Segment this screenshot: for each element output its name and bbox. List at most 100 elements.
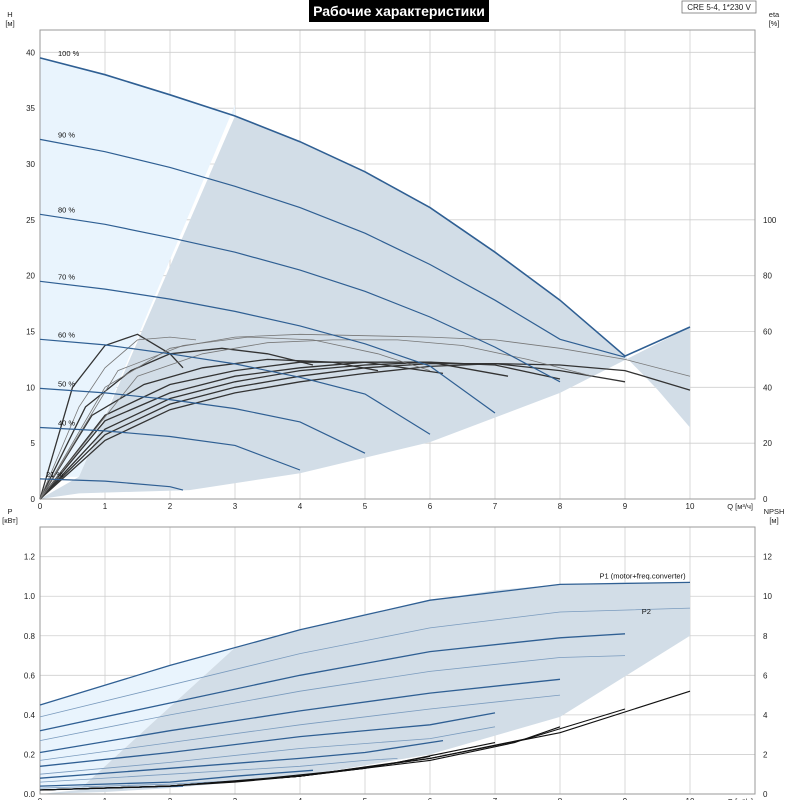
- y-tick-label: 15: [26, 328, 35, 337]
- x-axis-label: Q [м³/ч]: [727, 797, 753, 800]
- speed-percent-label: 70 %: [58, 272, 75, 281]
- x-tick-label: 10: [686, 502, 695, 511]
- x-tick-label: 5: [363, 797, 368, 800]
- efficiency-curve: [39, 336, 197, 500]
- speed-percent-label: 90 %: [58, 130, 75, 139]
- power-curve: [39, 779, 249, 789]
- head-curve: [39, 57, 691, 358]
- chart-title: Рабочие характеристики: [313, 3, 485, 19]
- power-curve: [39, 726, 496, 775]
- operating-range-light: [40, 647, 235, 790]
- power-curve: [39, 769, 314, 787]
- efficiency-curve: [39, 339, 593, 500]
- y-axis-symbol: P: [7, 507, 12, 516]
- operating-range-light: [40, 57, 235, 477]
- speed-percent-label: 50 %: [58, 379, 75, 388]
- head-curve: [39, 426, 301, 471]
- y2-tick-label: 6: [763, 671, 768, 680]
- y2-tick-label: 12: [763, 553, 772, 562]
- x-tick-label: 10: [686, 797, 695, 800]
- y-tick-label: 40: [26, 48, 35, 57]
- power-curve: [39, 694, 561, 761]
- y2-axis-symbol: eta: [769, 10, 780, 19]
- y2-tick-label: 0: [763, 495, 768, 504]
- x-tick-label: 4: [298, 502, 303, 511]
- x-tick-label: 7: [493, 502, 498, 511]
- speed-percent-label: 100 %: [58, 49, 80, 58]
- plot-frame: [39, 526, 756, 795]
- operating-range: [40, 116, 690, 499]
- head-curve: [39, 478, 184, 491]
- x-tick-label: 8: [558, 797, 563, 800]
- y-axis-symbol: H: [7, 10, 12, 19]
- x-tick-label: 5: [363, 502, 368, 511]
- speed-percent-label: 80 %: [58, 205, 75, 214]
- y-tick-label: 35: [26, 104, 35, 113]
- series-label: P2: [642, 607, 651, 616]
- efficiency-curve: [39, 333, 691, 500]
- y2-axis-symbol: NPSH: [764, 507, 785, 516]
- power-curve: [39, 607, 691, 718]
- x-tick-label: 8: [558, 502, 563, 511]
- power-curve: [39, 758, 398, 783]
- y-axis-unit: [м]: [5, 19, 14, 28]
- y2-tick-label: 100: [763, 216, 777, 225]
- power-curve: [39, 678, 561, 754]
- x-tick-label: 2: [168, 797, 173, 800]
- y2-tick-label: 2: [763, 750, 768, 759]
- x-tick-label: 2: [168, 502, 173, 511]
- y-tick-label: 0.2: [24, 750, 36, 759]
- power-curve: [39, 712, 496, 767]
- model-label-box: [681, 0, 757, 14]
- efficiency-curve: [39, 362, 691, 500]
- y-axis-unit: [кВт]: [2, 516, 18, 525]
- y2-tick-label: 10: [763, 592, 772, 601]
- power-curve: [39, 655, 626, 741]
- x-tick-label: 7: [493, 797, 498, 800]
- y2-axis-unit: [%]: [769, 19, 780, 28]
- y2-tick-label: 80: [763, 272, 772, 281]
- x-tick-label: 9: [623, 502, 628, 511]
- y-tick-label: 10: [26, 383, 35, 392]
- title-group: Рабочие характеристики: [309, 0, 489, 22]
- y2-tick-label: 40: [763, 383, 772, 392]
- efficiency-curve: [39, 333, 184, 500]
- plot-frame: [39, 29, 756, 500]
- power-curve: [39, 739, 444, 779]
- y-tick-label: 0: [31, 495, 36, 504]
- npsh-curve: [39, 775, 301, 791]
- y-tick-label: 0.8: [24, 632, 36, 641]
- x-tick-label: 0: [38, 502, 43, 511]
- speed-percent-label: 21 %: [46, 470, 63, 479]
- efficiency-curve: [39, 336, 431, 500]
- x-tick-label: 1: [103, 502, 108, 511]
- x-tick-label: 3: [233, 797, 238, 800]
- power-curve: [39, 633, 626, 732]
- efficiency-curve: [39, 362, 626, 500]
- model-label: CRE 5-4, 1*230 V: [687, 3, 751, 12]
- head-efficiency-panel: 0 5 10 15 20 25 30 35 40 0 20 40 60 80 100 0 1 2 3 4 5 6 7 8 9 10…: [5, 10, 780, 511]
- y2-tick-label: 0: [763, 790, 768, 799]
- y-tick-label: 25: [26, 216, 35, 225]
- y-tick-label: 5: [31, 439, 36, 448]
- head-curve: [39, 138, 626, 358]
- head-curve: [39, 338, 431, 435]
- speed-percent-label: 60 %: [58, 330, 75, 339]
- y-tick-label: 30: [26, 160, 35, 169]
- x-tick-label: 6: [428, 502, 433, 511]
- y2-tick-label: 8: [763, 632, 768, 641]
- power-npsh-panel: 0.00.20.40.60.81.01.20246810120123456789…: [2, 507, 784, 800]
- y-tick-label: 0.0: [24, 790, 36, 799]
- x-tick-label: 6: [428, 797, 433, 800]
- head-curve: [39, 280, 496, 414]
- y2-tick-label: 20: [763, 439, 772, 448]
- y2-tick-label: 4: [763, 711, 768, 720]
- series-label: P1 (motor+freq.converter): [600, 571, 687, 580]
- x-tick-label: 4: [298, 797, 303, 800]
- y-tick-label: 0.6: [24, 671, 36, 680]
- y-tick-label: 1.2: [24, 553, 36, 562]
- model-label-group: CRE 5-4, 1*230 V: [681, 0, 757, 14]
- y-tick-label: 0.4: [24, 711, 36, 720]
- y-tick-label: 20: [26, 272, 35, 281]
